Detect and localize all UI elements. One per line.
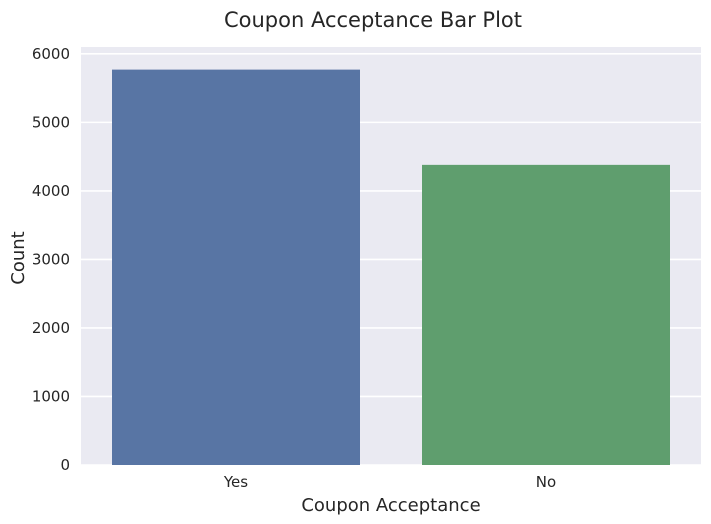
x-axis-ticks: Yes No	[223, 473, 556, 491]
y-tick-label: 6000	[32, 45, 70, 63]
x-axis-label: Coupon Acceptance	[301, 495, 480, 516]
bar-yes	[112, 69, 360, 466]
bar-no	[422, 164, 670, 465]
y-tick-label: 1000	[32, 387, 70, 405]
y-tick-label: 4000	[32, 182, 70, 200]
y-axis-label: Count	[8, 231, 29, 284]
y-tick-label: 0	[60, 456, 70, 474]
y-tick-label: 5000	[32, 113, 70, 131]
x-tick-label: No	[536, 473, 556, 491]
bars	[112, 69, 670, 466]
y-tick-label: 2000	[32, 319, 70, 337]
y-axis-ticks: 0 1000 2000 3000 4000 5000 6000	[32, 45, 70, 474]
x-tick-label: Yes	[223, 473, 248, 491]
y-tick-label: 3000	[32, 250, 70, 268]
chart-title: Coupon Acceptance Bar Plot	[224, 8, 522, 32]
